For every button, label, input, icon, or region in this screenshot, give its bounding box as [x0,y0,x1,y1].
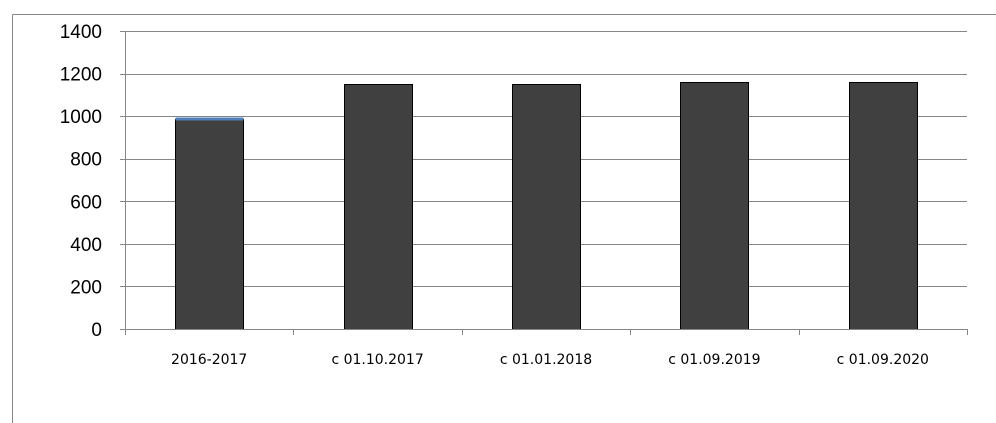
x-tick-label: с 01.09.2019 [668,352,760,368]
bar [849,82,918,330]
x-tick-label: с 01.09.2020 [837,352,929,368]
x-axis-tick-labels: 2016-2017 с 01.10.2017 с 01.01.2018 с 01.09… [171,352,929,368]
bar [175,119,244,330]
y-tick-label: 400 [70,235,102,256]
y-tick-label: 0 [91,320,102,341]
x-tick-label: 2016-2017 [171,352,247,368]
y-axis-tick-labels: 0 200 400 600 800 1000 1200 1400 [60,22,102,341]
bar [512,84,581,330]
chart-border [12,14,996,423]
bar [344,84,413,330]
y-tick-label: 1200 [60,65,102,86]
bar-highlight-segment [175,117,244,121]
bar [680,82,749,330]
y-tick-label: 800 [70,150,102,171]
bars [175,82,918,330]
y-tick-label: 1000 [60,107,102,128]
x-tick-label: с 01.01.2018 [500,352,592,368]
y-tick-label: 200 [70,277,102,298]
y-tick-label: 600 [70,192,102,213]
y-tick-label: 1400 [60,22,102,43]
x-tick-label: с 01.10.2017 [331,352,423,368]
axes [120,31,968,335]
